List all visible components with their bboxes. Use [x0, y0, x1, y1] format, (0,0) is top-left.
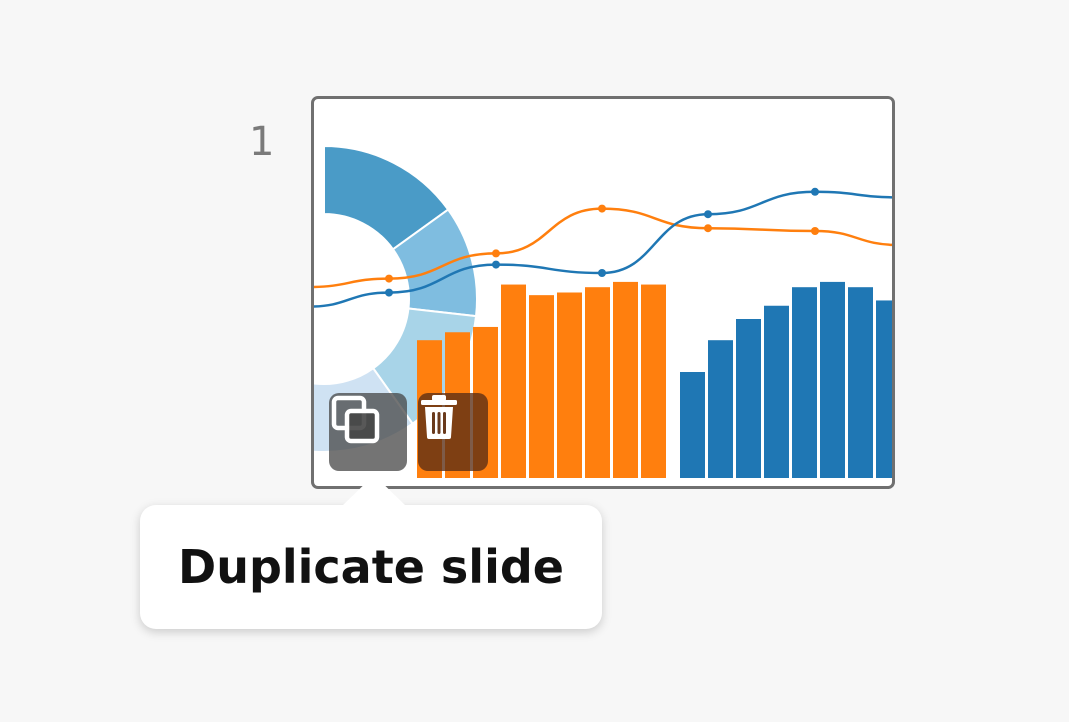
bar [501, 284, 526, 478]
bar [820, 281, 845, 478]
slide-thumbnail[interactable] [311, 96, 895, 489]
line-point [598, 204, 606, 213]
line-point [492, 249, 500, 258]
bar [708, 340, 733, 478]
bar [876, 300, 892, 478]
line-point [385, 274, 393, 283]
bar [585, 287, 610, 478]
bar [792, 287, 817, 478]
line-point [385, 288, 393, 297]
line-point [811, 187, 819, 196]
bar [680, 372, 705, 478]
line-point [704, 224, 712, 233]
bar [736, 319, 761, 478]
trash-icon [421, 395, 457, 439]
bar [641, 284, 666, 478]
bar [529, 295, 554, 478]
bar [848, 287, 873, 478]
line-point [704, 210, 712, 219]
tooltip: Duplicate slide [140, 475, 602, 629]
tooltip-arrow [342, 475, 406, 506]
line-point [598, 269, 606, 277]
duplicate-icon [331, 395, 380, 444]
delete-slide-button[interactable] [418, 393, 488, 471]
slide-number: 1 [249, 119, 275, 165]
line-point [811, 227, 819, 235]
line-point [492, 260, 500, 269]
tooltip-text: Duplicate slide [178, 540, 564, 594]
bar [557, 292, 582, 478]
bar [764, 305, 789, 478]
duplicate-slide-button[interactable] [329, 393, 407, 471]
bar [613, 281, 638, 478]
